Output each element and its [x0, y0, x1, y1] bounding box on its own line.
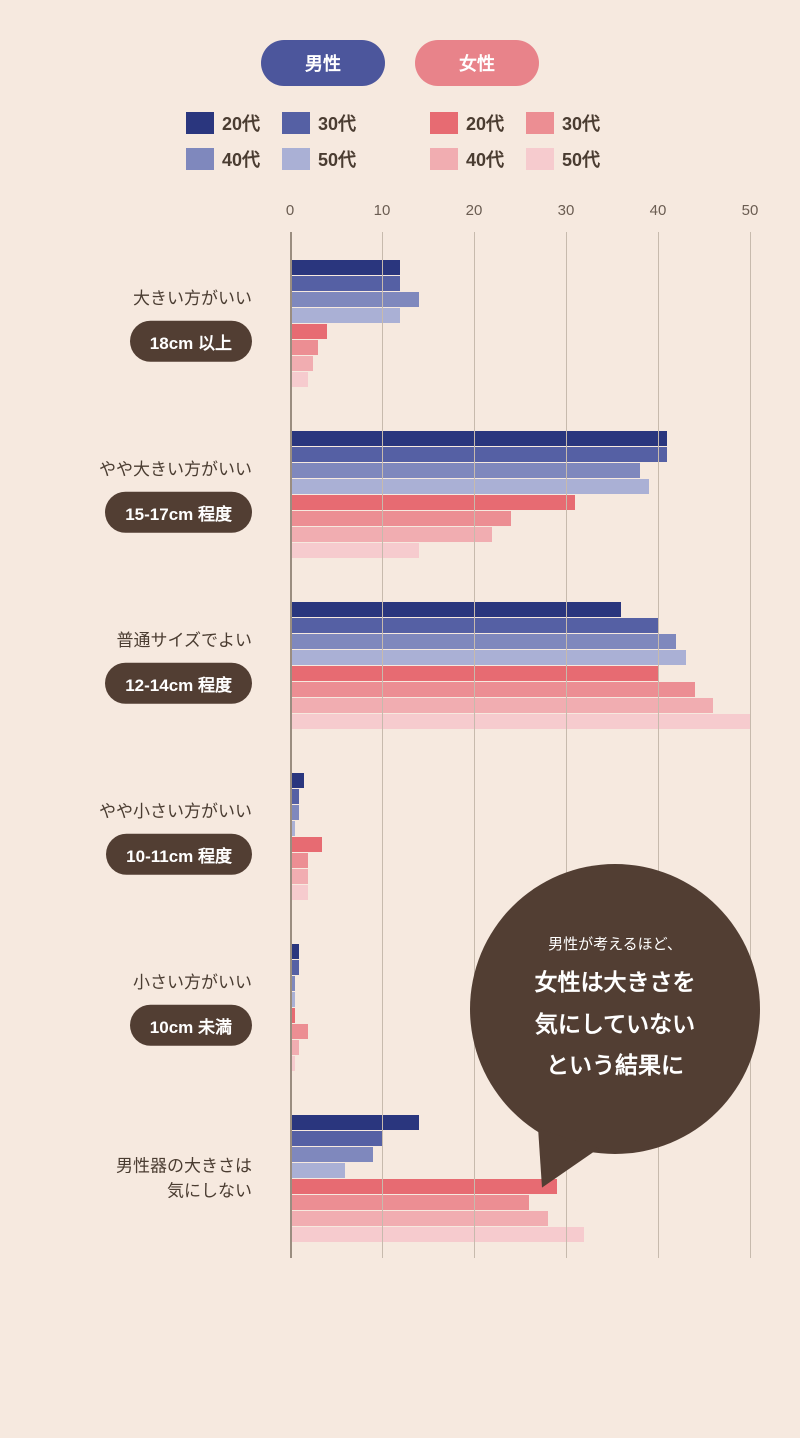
bar-male — [290, 650, 686, 665]
category-title: 大きい方がいい — [30, 285, 252, 311]
category-label: 大きい方がいい 18cm 以上 — [30, 285, 270, 362]
legend-male: 20代 30代 40代 50代 — [186, 110, 370, 172]
bar-female — [290, 1195, 529, 1210]
category-group: 大きい方がいい18cm 以上 — [290, 238, 750, 409]
legend-label: 30代 — [562, 110, 600, 136]
legend-swatch — [430, 112, 458, 134]
category-title: 小さい方がいい — [30, 969, 252, 995]
legend-label: 30代 — [318, 110, 356, 136]
bar-male — [290, 292, 419, 307]
bar-male — [290, 260, 400, 275]
legend-swatch — [282, 148, 310, 170]
bar-male — [290, 1147, 373, 1162]
x-tick: 0 — [286, 202, 294, 219]
gridline — [750, 232, 751, 1258]
bar-female — [290, 1227, 584, 1242]
category-label: やや小さい方がいい 10-11cm 程度 — [30, 798, 270, 875]
x-tick: 20 — [466, 202, 483, 219]
callout-line3: 気にしていない — [535, 1004, 695, 1045]
bar-male — [290, 1115, 419, 1130]
callout-line2: 女性は大きさを — [535, 962, 696, 1003]
category-title: やや大きい方がいい — [30, 456, 252, 482]
category-sub: 10cm 未満 — [130, 1005, 252, 1046]
bar-female — [290, 511, 511, 526]
bar-female — [290, 324, 327, 339]
category-sub: 12-14cm 程度 — [105, 663, 252, 704]
bar-male — [290, 1131, 382, 1146]
category-sub: 15-17cm 程度 — [105, 492, 252, 533]
gender-header: 男性 女性 — [30, 40, 770, 86]
gridline — [290, 232, 292, 1258]
bar-male — [290, 479, 649, 494]
bar-female — [290, 372, 308, 387]
category-label: 小さい方がいい 10cm 未満 — [30, 969, 270, 1046]
bar-male — [290, 308, 400, 323]
bars — [290, 602, 750, 729]
category-group: 普通サイズでよい12-14cm 程度 — [290, 580, 750, 751]
bar-male — [290, 602, 621, 617]
x-tick: 30 — [558, 202, 575, 219]
category-sub: 18cm 以上 — [130, 321, 252, 362]
bar-female — [290, 714, 750, 729]
callout-line4: という結果に — [546, 1045, 684, 1086]
legend-label: 40代 — [222, 146, 260, 172]
bar-male — [290, 1163, 345, 1178]
bar-female — [290, 853, 308, 868]
category-title: 男性器の大きさは気にしない — [30, 1153, 252, 1204]
category-sub: 10-11cm 程度 — [106, 834, 252, 875]
chart: 01020304050 大きい方がいい18cm 以上やや大きい方がいい15-17… — [290, 202, 750, 1264]
x-axis-ticks: 01020304050 — [290, 202, 750, 232]
category-group: やや大きい方がいい15-17cm 程度 — [290, 409, 750, 580]
bar-female — [290, 527, 492, 542]
gridline — [474, 232, 475, 1258]
bar-female — [290, 1211, 548, 1226]
bar-male — [290, 447, 667, 462]
bar-female — [290, 340, 318, 355]
legend-female: 20代 30代 40代 50代 — [430, 110, 614, 172]
male-pill: 男性 — [261, 40, 385, 86]
legend-label: 40代 — [466, 146, 504, 172]
bar-female — [290, 543, 419, 558]
bar-female — [290, 885, 308, 900]
bar-female — [290, 682, 695, 697]
legend-label: 50代 — [562, 146, 600, 172]
bar-male — [290, 634, 676, 649]
x-tick: 40 — [650, 202, 667, 219]
bars — [290, 431, 750, 558]
x-tick: 50 — [742, 202, 759, 219]
female-pill: 女性 — [415, 40, 539, 86]
category-title: 普通サイズでよい — [30, 627, 252, 653]
callout-bubble: 男性が考えるほど、 女性は大きさを 気にしていない という結果に — [470, 864, 760, 1154]
legend-swatch — [430, 148, 458, 170]
category-label: 男性器の大きさは気にしない — [30, 1153, 270, 1204]
legend-swatch — [186, 112, 214, 134]
legend-label: 20代 — [466, 110, 504, 136]
legend-label: 50代 — [318, 146, 356, 172]
category-label: 普通サイズでよい 12-14cm 程度 — [30, 627, 270, 704]
legend: 20代 30代 40代 50代 20代 30代 40代 50代 — [30, 110, 770, 172]
x-tick: 10 — [374, 202, 391, 219]
bar-male — [290, 276, 400, 291]
bar-female — [290, 837, 322, 852]
bar-female — [290, 356, 313, 371]
legend-label: 20代 — [222, 110, 260, 136]
bar-female — [290, 698, 713, 713]
bar-male — [290, 431, 667, 446]
legend-swatch — [282, 112, 310, 134]
bar-male — [290, 773, 304, 788]
bar-female — [290, 495, 575, 510]
bars — [290, 260, 750, 387]
legend-swatch — [186, 148, 214, 170]
legend-swatch — [526, 148, 554, 170]
bar-female — [290, 1024, 308, 1039]
category-label: やや大きい方がいい 15-17cm 程度 — [30, 456, 270, 533]
bar-male — [290, 463, 640, 478]
callout-line1: 男性が考えるほど、 — [548, 931, 682, 958]
gridline — [382, 232, 383, 1258]
bar-female — [290, 869, 308, 884]
category-title: やや小さい方がいい — [30, 798, 252, 824]
bar-female — [290, 1179, 557, 1194]
legend-swatch — [526, 112, 554, 134]
